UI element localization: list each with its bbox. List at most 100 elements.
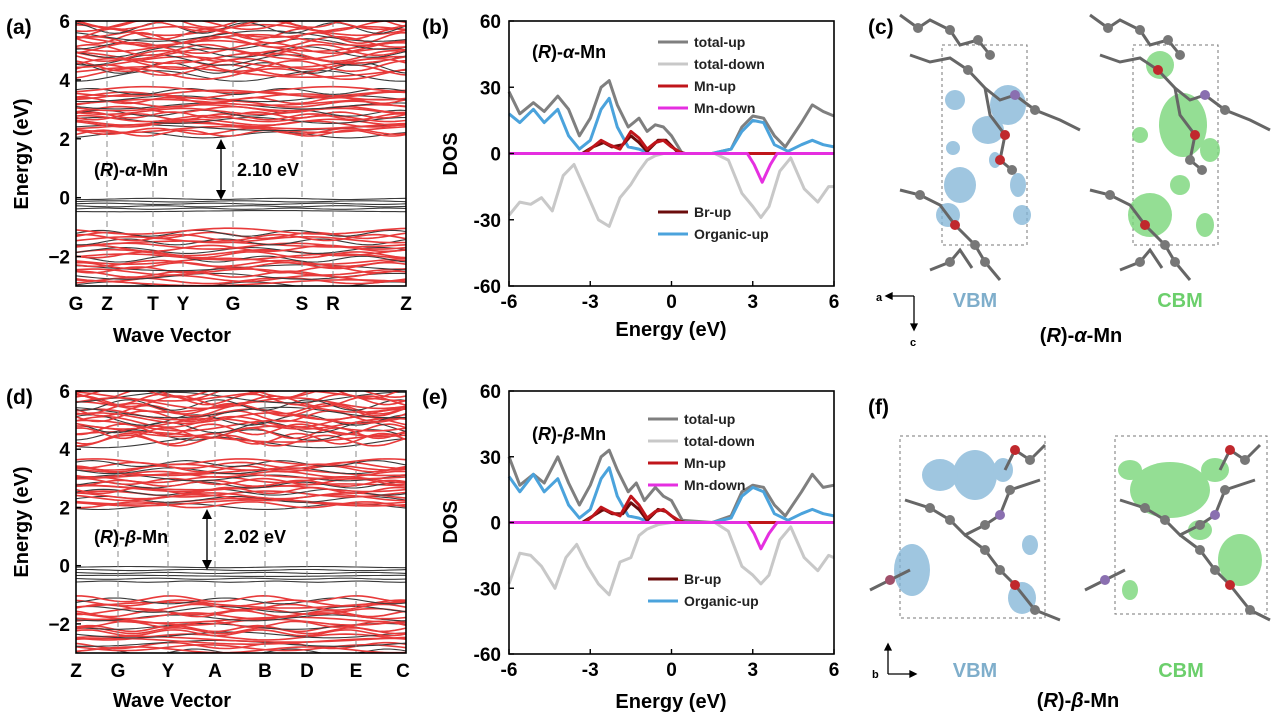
kpoint-label: E bbox=[350, 661, 363, 682]
annotation-e: (R)-β-Mn bbox=[532, 424, 606, 444]
molecule-atoms-c bbox=[913, 23, 1230, 267]
band-line bbox=[76, 227, 406, 235]
band-line bbox=[76, 500, 406, 509]
caption-c: (R)-α-Mn bbox=[1040, 325, 1122, 347]
ytick-label: −2 bbox=[48, 615, 70, 636]
band-line bbox=[76, 210, 406, 213]
unit-cell-vbm-f bbox=[899, 435, 1046, 619]
band-line bbox=[76, 633, 406, 641]
band-line bbox=[76, 412, 406, 425]
vbm-label-c: VBM bbox=[953, 290, 997, 312]
xtick-label: -6 bbox=[501, 292, 518, 313]
band-line bbox=[76, 577, 406, 580]
xlabel-d: Wave Vector bbox=[113, 690, 231, 712]
kpoint-label: S bbox=[296, 294, 309, 315]
band-line bbox=[76, 270, 406, 278]
panel-label-d: (d) bbox=[6, 386, 33, 409]
band-line bbox=[76, 419, 406, 432]
legend-label: total-down bbox=[694, 56, 765, 72]
band-line bbox=[76, 467, 406, 475]
band-line bbox=[76, 89, 406, 97]
band-line bbox=[76, 472, 406, 480]
band-line bbox=[76, 65, 406, 78]
kpoint-label: G bbox=[226, 294, 241, 315]
dos-line-total-up bbox=[507, 79, 835, 155]
cbm-isosurface-c bbox=[1128, 51, 1220, 237]
cbm-label-c: CBM bbox=[1157, 290, 1203, 312]
legend-label: Organic-up bbox=[684, 593, 759, 609]
band-line bbox=[76, 59, 406, 73]
band-line bbox=[76, 202, 406, 205]
band-line bbox=[76, 261, 406, 270]
ytick-label: 6 bbox=[59, 12, 70, 33]
band-line bbox=[76, 458, 406, 466]
ytick-label: 30 bbox=[480, 78, 501, 99]
xtick-label: 0 bbox=[666, 660, 677, 681]
legend-label: total-up bbox=[694, 34, 745, 50]
ytick-label: -60 bbox=[474, 277, 501, 298]
panel-label-f: (f) bbox=[868, 396, 889, 419]
ytick-label: 2 bbox=[59, 498, 70, 519]
xlabel-a: Wave Vector bbox=[113, 325, 231, 347]
legend-b: total-up total-down Mn-up Mn-down Br-up Organ… bbox=[658, 34, 769, 242]
axis-indicator-f bbox=[883, 642, 918, 679]
band-line bbox=[76, 268, 406, 276]
kpoint-label: Z bbox=[70, 661, 82, 682]
xlabel-b: Energy (eV) bbox=[615, 319, 726, 341]
legend-label: Mn-up bbox=[684, 455, 726, 471]
band-line bbox=[76, 251, 406, 259]
kpoint-label: G bbox=[111, 661, 126, 682]
band-line bbox=[76, 574, 406, 577]
kpoint-label: Y bbox=[162, 661, 175, 682]
band-line bbox=[76, 54, 406, 66]
ytick-label: 60 bbox=[480, 382, 501, 403]
band-line bbox=[76, 274, 406, 283]
band-line bbox=[76, 629, 406, 637]
kpoint-label: Z bbox=[101, 294, 113, 315]
band-line bbox=[76, 406, 406, 419]
band-line bbox=[76, 391, 402, 400]
xtick-label: 3 bbox=[747, 660, 758, 681]
band-line bbox=[76, 200, 406, 203]
legend-e: total-up total-down Mn-up Mn-down Br-up Organ… bbox=[648, 411, 759, 609]
band-line bbox=[76, 39, 406, 53]
band-line bbox=[76, 626, 406, 635]
annotation-a: (R)-α-Mn bbox=[94, 160, 168, 180]
band-line bbox=[76, 47, 406, 61]
band-line bbox=[76, 46, 406, 58]
cbm-label-f: CBM bbox=[1158, 660, 1204, 682]
band-line bbox=[76, 109, 406, 117]
band-frame-a bbox=[75, 20, 407, 287]
vbm-isosurface-f bbox=[894, 450, 1038, 614]
kpoint-label: D bbox=[300, 661, 314, 682]
panel-label-b: (b) bbox=[422, 16, 449, 39]
legend-label: Mn-down bbox=[694, 100, 755, 116]
band-line bbox=[76, 408, 406, 421]
ytick-label: 0 bbox=[59, 189, 70, 210]
ylabel-a: Energy (eV) bbox=[11, 98, 33, 209]
vbm-label-f: VBM bbox=[953, 660, 997, 682]
ytick-label: 2 bbox=[59, 130, 70, 151]
cbm-isosurface-f bbox=[1118, 458, 1262, 600]
legend-label: total-up bbox=[684, 411, 735, 427]
legend-label: Br-up bbox=[684, 571, 721, 587]
caption-f: (R)-β-Mn bbox=[1037, 690, 1119, 712]
band-line bbox=[76, 253, 406, 261]
annotation-b: (R)-α-Mn bbox=[532, 42, 606, 62]
band-line bbox=[76, 87, 406, 95]
band-line bbox=[76, 436, 406, 449]
band-frame-d bbox=[75, 390, 407, 654]
band-line bbox=[76, 432, 406, 445]
dos-line-mn-up bbox=[509, 494, 834, 524]
band-line bbox=[76, 395, 406, 408]
dos-series-b bbox=[507, 79, 835, 228]
dos-line-organic-up bbox=[508, 96, 835, 155]
kpoint-label: A bbox=[208, 661, 222, 682]
band-lines-d bbox=[76, 391, 406, 653]
ytick-label: 4 bbox=[59, 71, 70, 92]
band-line bbox=[76, 474, 406, 482]
band-line bbox=[76, 279, 406, 286]
